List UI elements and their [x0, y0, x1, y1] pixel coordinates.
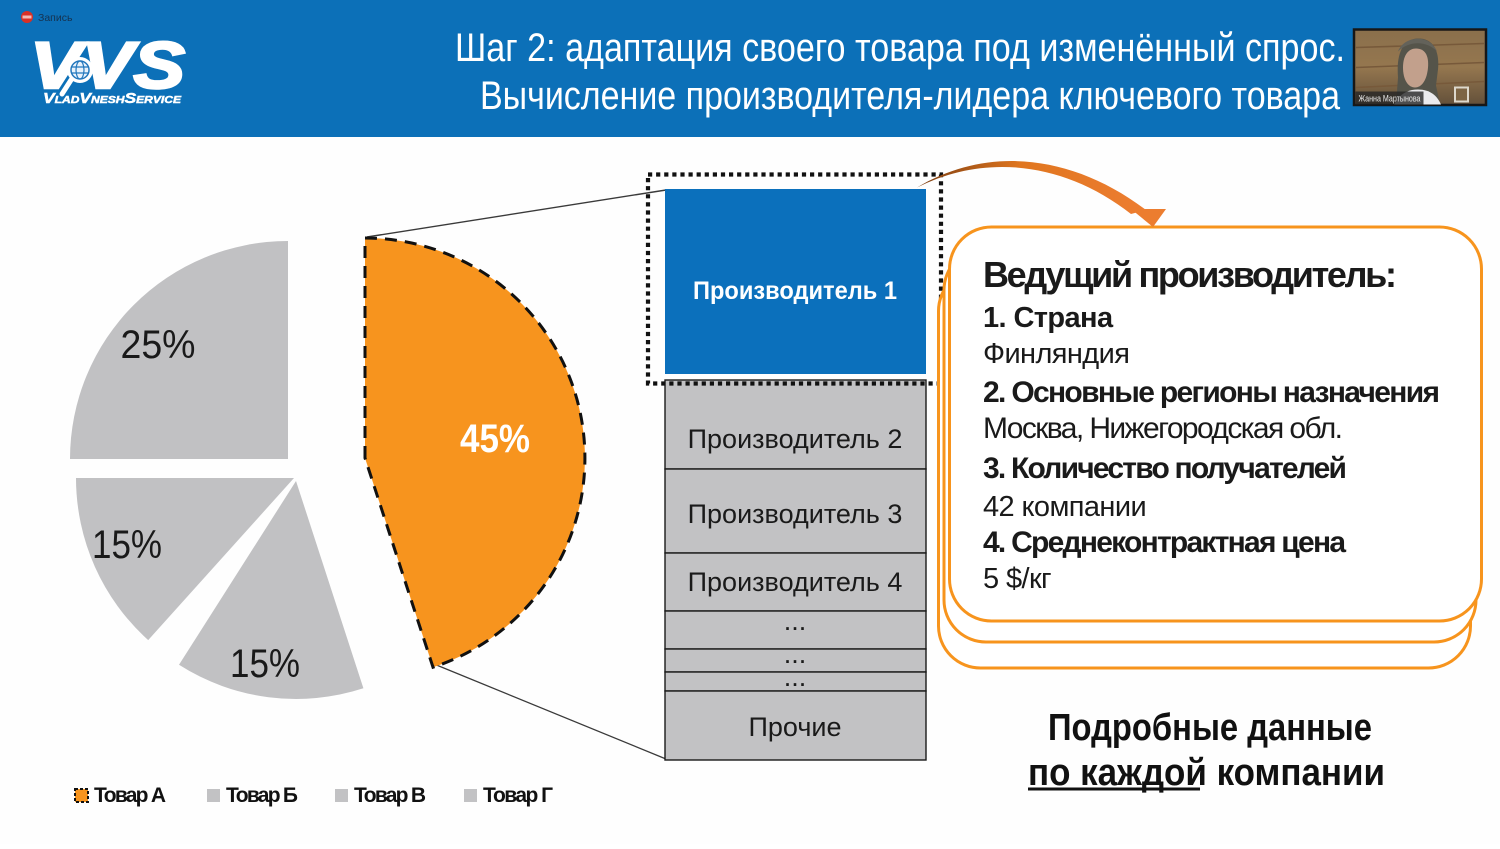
svg-text:Финляндия: Финляндия [983, 338, 1129, 370]
svg-text:...: ... [784, 662, 807, 692]
svg-text:Жанна Мартынова: Жанна Мартынова [1359, 94, 1421, 104]
svg-text:Прочие: Прочие [748, 712, 841, 742]
svg-text:Подробные данные: Подробные данные [1048, 707, 1372, 749]
svg-text:15%: 15% [92, 523, 162, 567]
svg-text:15%: 15% [230, 642, 300, 686]
svg-text:Товар А: Товар А [94, 784, 166, 807]
svg-text:VladVneshService: VladVneshService [43, 91, 181, 107]
svg-text:Производитель 1: Производитель 1 [693, 277, 897, 305]
svg-text:...: ... [784, 639, 807, 669]
svg-text:Шаг 2: адаптация своего товара: Шаг 2: адаптация своего товара под измен… [455, 26, 1345, 70]
svg-text:25%: 25% [121, 323, 196, 367]
svg-text:5 $/кг: 5 $/кг [983, 563, 1051, 595]
svg-text:45%: 45% [460, 417, 530, 461]
svg-text:Производитель 2: Производитель 2 [688, 424, 903, 454]
svg-text:Москва, Нижегородская обл.: Москва, Нижегородская обл. [983, 412, 1343, 445]
svg-text:Производитель 4: Производитель 4 [688, 567, 903, 597]
svg-text:Производитель 3: Производитель 3 [688, 499, 903, 529]
svg-text:Товар В: Товар В [354, 784, 426, 807]
svg-text:4. Среднеконтрактная цена: 4. Среднеконтрактная цена [983, 526, 1346, 559]
svg-text:Вычисление производителя-лидер: Вычисление производителя-лидера ключевог… [480, 74, 1341, 118]
svg-text:1. Страна: 1. Страна [983, 302, 1114, 334]
svg-text:Ведущий производитель:: Ведущий производитель: [983, 254, 1397, 295]
svg-text:3. Количество получателей: 3. Количество получателей [983, 452, 1347, 485]
svg-text:42 компании: 42 компании [983, 491, 1146, 523]
svg-text:по каждой компании: по каждой компании [1028, 752, 1385, 794]
svg-text:Запись: Запись [38, 12, 73, 24]
svg-text:...: ... [784, 606, 807, 636]
svg-text:Товар Г: Товар Г [483, 784, 553, 807]
svg-text:2. Основные регионы назначения: 2. Основные регионы назначения [983, 376, 1440, 409]
svg-text:Товар Б: Товар Б [226, 784, 298, 807]
svg-text:VVS: VVS [30, 28, 185, 102]
